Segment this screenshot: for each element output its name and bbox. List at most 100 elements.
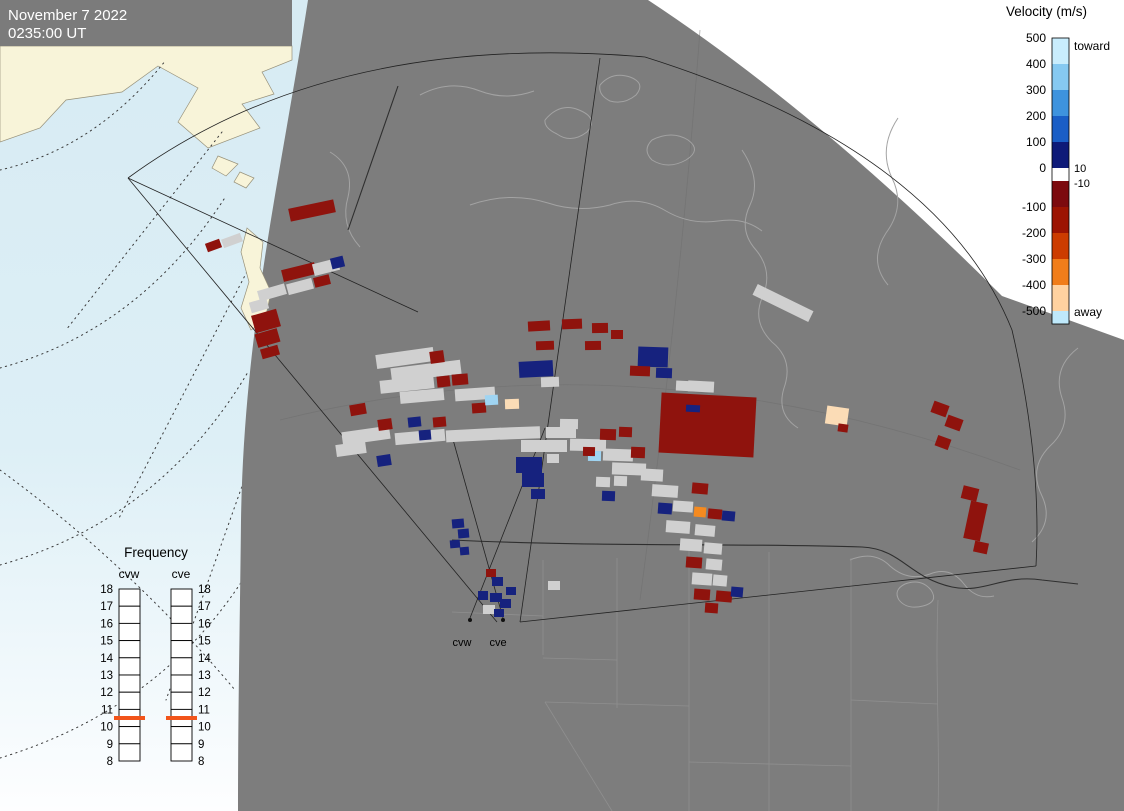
velocity-cell xyxy=(569,438,607,452)
frequency-cell xyxy=(118,726,141,745)
frequency-cell xyxy=(170,691,193,710)
country-borders xyxy=(347,85,1079,590)
velocity-cell xyxy=(934,434,952,451)
velocity-cell xyxy=(963,500,988,542)
frequency-marker xyxy=(114,716,145,720)
frequency-tick-label: 13 xyxy=(198,670,211,682)
velocity-cell xyxy=(547,454,559,463)
velocity-cell xyxy=(377,418,393,431)
velocity-cell xyxy=(486,569,496,577)
velocity-cell xyxy=(341,425,391,446)
velocity-cell xyxy=(584,340,602,351)
velocity-cell xyxy=(599,428,617,441)
graticule-night xyxy=(279,29,1021,601)
frequency-tick-label: 12 xyxy=(100,687,113,699)
frequency-title: Frequency xyxy=(124,545,188,560)
velocity-cell xyxy=(602,448,634,462)
velocity-cell xyxy=(535,340,555,351)
velocity-cell xyxy=(679,538,703,552)
island xyxy=(233,171,255,189)
velocity-cell xyxy=(693,506,707,518)
velocity-cell xyxy=(611,330,623,339)
velocity-cell xyxy=(693,588,711,601)
island xyxy=(211,155,239,177)
colorbar-segment xyxy=(1052,285,1069,311)
velocity-tick-label: 200 xyxy=(1026,109,1046,123)
velocity-cell xyxy=(591,322,609,334)
colorbar-segment xyxy=(1052,90,1069,116)
velocity-cell xyxy=(691,482,709,495)
frequency-cell xyxy=(118,657,141,676)
velocity-cell xyxy=(655,367,673,379)
velocity-cell xyxy=(691,572,713,586)
velocity-cell xyxy=(248,297,270,314)
velocity-cell xyxy=(329,255,346,270)
velocity-cell xyxy=(335,440,367,458)
velocity-cell xyxy=(436,375,451,388)
velocity-cell xyxy=(494,609,504,617)
frequency-tick-label: 8 xyxy=(198,756,204,768)
colorbar-segment xyxy=(1052,38,1069,64)
alaska-yukon-border xyxy=(347,85,399,231)
velocity-cell xyxy=(432,416,447,428)
velocity-cell xyxy=(685,556,703,569)
velocity-cell xyxy=(288,199,336,222)
velocity-cell xyxy=(618,426,633,438)
velocity-cell xyxy=(390,359,462,383)
frequency-tick-label: 15 xyxy=(198,636,211,648)
frequency-cell xyxy=(118,588,141,607)
landmass xyxy=(0,45,293,189)
velocity-cell xyxy=(492,577,503,586)
colorbar-segment xyxy=(1052,233,1069,259)
velocity-cell xyxy=(376,453,392,468)
velocity-cell xyxy=(506,587,516,595)
velocity-cell xyxy=(286,277,314,296)
away-label: away xyxy=(1074,305,1102,319)
velocity-cell xyxy=(730,586,744,598)
velocity-cell xyxy=(837,423,849,433)
velocity-tick-label: 100 xyxy=(1026,135,1046,149)
velocity-cell xyxy=(675,380,697,392)
header-band xyxy=(0,0,292,46)
velocity-cell xyxy=(973,540,989,555)
radar-site-cvw xyxy=(468,618,472,622)
velocity-cell xyxy=(531,489,545,499)
velocity-colorbar: 500 400 300 200 100 0 -100 -200 -300 -400 -500 10 -1… xyxy=(1022,31,1090,325)
velocity-cell xyxy=(672,500,694,513)
frequency-tick-label: 14 xyxy=(198,653,211,665)
coastlines xyxy=(329,74,1079,608)
velocity-cell xyxy=(259,344,281,360)
frequency-tick-label: 18 xyxy=(198,584,211,596)
velocity-cell xyxy=(451,373,469,386)
velocity-cell xyxy=(559,418,579,430)
frequency-cell xyxy=(170,605,193,624)
velocity-cell xyxy=(418,429,432,441)
frequency-col-cvw: cvw xyxy=(119,567,140,581)
state-borders xyxy=(451,548,939,811)
velocity-tick-label: -400 xyxy=(1022,278,1046,292)
frequency-tick-label: 13 xyxy=(100,670,113,682)
date-label: November 7 2022 xyxy=(8,7,127,24)
frequency-cell xyxy=(170,622,193,642)
velocity-cell xyxy=(521,440,567,452)
frequency-cell xyxy=(170,657,193,676)
frequency-tick-label: 9 xyxy=(107,739,113,751)
radar-label-cve: cve xyxy=(489,637,506,649)
frequency-tick-label: 15 xyxy=(100,636,113,648)
velocity-cell xyxy=(703,542,723,555)
velocity-cell xyxy=(221,232,243,249)
velocity-cell xyxy=(630,446,646,459)
velocity-cell xyxy=(483,605,495,614)
frequency-cell xyxy=(118,605,141,624)
frequency-cell xyxy=(118,691,141,710)
velocity-tick-label: 300 xyxy=(1026,83,1046,97)
velocity-cell xyxy=(254,328,281,348)
velocity-cell xyxy=(478,591,488,600)
velocity-cell xyxy=(960,485,980,502)
frequency-tick-label: 8 xyxy=(107,756,113,768)
frequency-tick-label: 10 xyxy=(198,722,211,734)
velocity-cell xyxy=(281,262,317,282)
velocity-cell xyxy=(704,602,719,614)
toward-label: toward xyxy=(1074,39,1110,53)
velocity-cell xyxy=(561,318,583,330)
